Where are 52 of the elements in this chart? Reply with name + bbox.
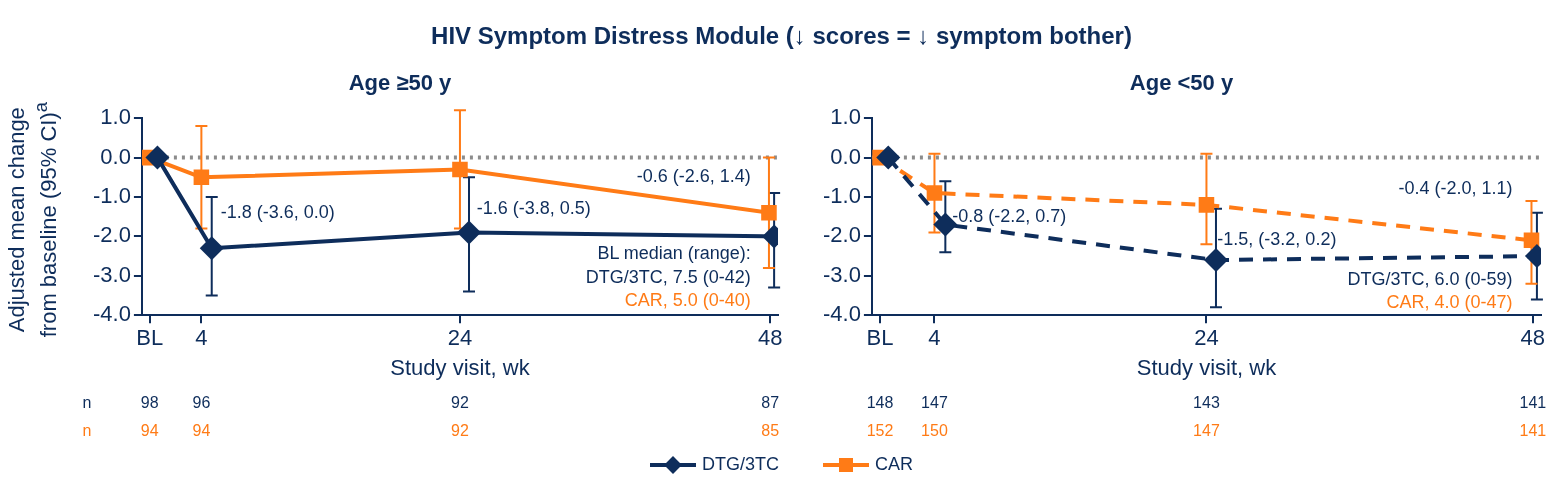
y-tick-label: 1.0 bbox=[100, 104, 131, 130]
annotation: -1.6 (-3.8, 0.5) bbox=[476, 197, 591, 218]
annotation: -0.8 (-2.2, 0.7) bbox=[952, 205, 1067, 226]
y-tick-label: -4.0 bbox=[92, 301, 131, 327]
x-tick-label: 48 bbox=[1520, 325, 1546, 351]
x-tick-label: BL bbox=[136, 325, 164, 351]
annotation: DTG/3TC, 7.5 (0-42) bbox=[585, 266, 751, 287]
x-tick-label: BL bbox=[866, 325, 894, 351]
x-tick-label: 4 bbox=[928, 325, 941, 351]
x-axis-title: Study visit, wk bbox=[1136, 354, 1278, 380]
point bbox=[457, 220, 482, 245]
point bbox=[193, 169, 210, 186]
annotation: -0.4 (-2.0, 1.1) bbox=[1398, 178, 1513, 199]
y-tick-label: -4.0 bbox=[822, 301, 861, 327]
annotation: -1.8 (-3.6, 0.0) bbox=[220, 201, 335, 222]
legend-label: DTG/3TC bbox=[701, 454, 779, 475]
y-tick-label: -3.0 bbox=[92, 261, 131, 287]
text: 152 150 147 141 bbox=[866, 421, 1547, 439]
x-tick-label: 24 bbox=[447, 325, 473, 351]
y-tick-label: 0.0 bbox=[830, 143, 861, 169]
x-tick-label: 24 bbox=[1194, 325, 1219, 351]
annotation: CAR, 4.0 (0-47) bbox=[1386, 292, 1513, 313]
point bbox=[452, 161, 468, 178]
x-tick-label: 48 bbox=[758, 325, 783, 351]
text: n 98 96 92 87 bbox=[82, 393, 780, 411]
legend-label: CAR bbox=[875, 454, 914, 475]
point bbox=[876, 145, 901, 170]
point bbox=[199, 236, 224, 261]
annotation: -1.5, (-3.2, 0.2) bbox=[1217, 229, 1337, 250]
y-tick-label: -2.0 bbox=[822, 222, 861, 248]
point bbox=[145, 145, 170, 170]
annotation: BL median (range): bbox=[597, 243, 751, 264]
y-tick-label: 1.0 bbox=[830, 104, 861, 130]
y-tick-label: -1.0 bbox=[92, 183, 131, 209]
point bbox=[1203, 248, 1228, 273]
y-tick-label: 0.0 bbox=[100, 143, 131, 169]
chart-title: HIV Symptom Distress Module (↓ scores = ↓ symptom bother) bbox=[430, 22, 1133, 50]
point bbox=[1198, 197, 1215, 213]
text: n 94 94 92 85 bbox=[82, 421, 780, 439]
point bbox=[761, 204, 777, 221]
chart-subtitle: Age ≥50 y bbox=[347, 70, 453, 96]
annotation: DTG/3TC, 6.0 (0-59) bbox=[1347, 268, 1513, 289]
point bbox=[926, 185, 943, 201]
annotation: -0.6 (-2.6, 1.4) bbox=[636, 166, 751, 187]
x-tick-label: 4 bbox=[195, 325, 208, 351]
chart-title: Age <50 y bbox=[1128, 70, 1235, 96]
annotation: CAR, 5.0 (0-40) bbox=[624, 290, 751, 311]
x-axis-title: Study visit, wk bbox=[390, 354, 531, 380]
y-tick-label: -3.0 bbox=[822, 261, 861, 287]
y-tick-label: -1.0 bbox=[822, 183, 861, 209]
text: 148 147 143 141 bbox=[866, 393, 1547, 411]
y-tick-label: -2.0 bbox=[92, 222, 131, 248]
